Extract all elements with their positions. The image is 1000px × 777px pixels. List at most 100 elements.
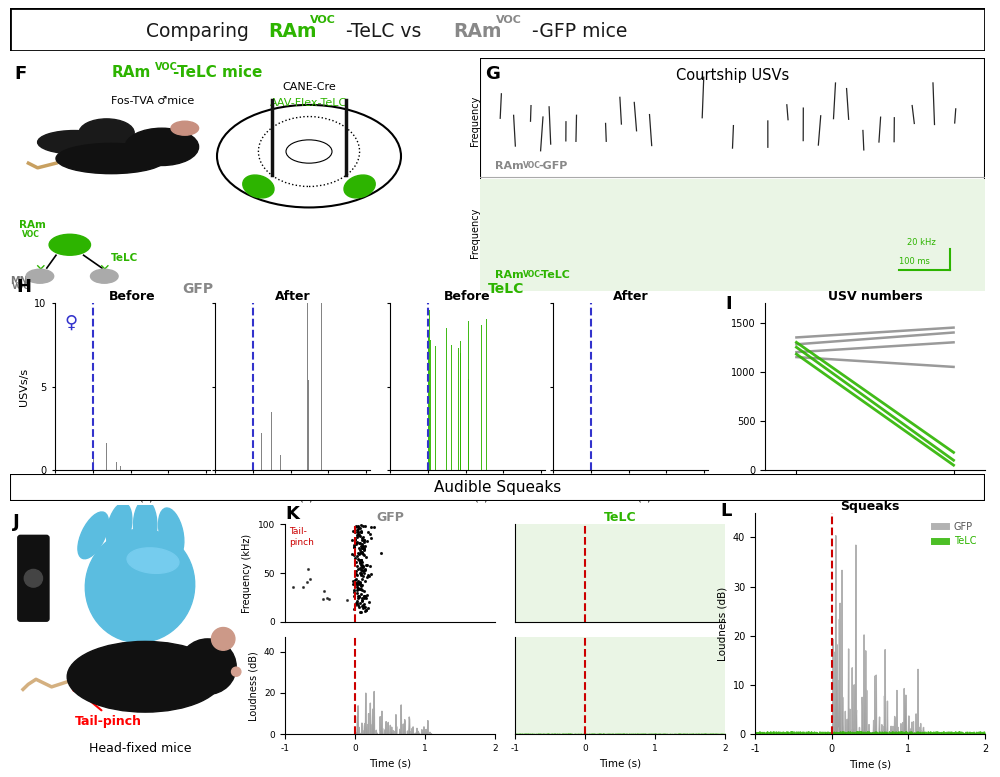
- Point: [361, 570, 377, 582]
- Point: [347, 533, 363, 545]
- Point: [356, 533, 372, 545]
- Point: [352, 577, 368, 590]
- Point: [357, 591, 373, 603]
- Point: [299, 576, 315, 588]
- Point: [350, 552, 366, 565]
- Ellipse shape: [258, 117, 360, 186]
- Point: [354, 531, 370, 544]
- Text: MN: MN: [10, 277, 28, 287]
- Point: [354, 542, 370, 555]
- Point: [349, 529, 365, 542]
- Point: [346, 603, 362, 615]
- Point: [351, 577, 367, 589]
- Point: [352, 557, 368, 570]
- Circle shape: [79, 119, 134, 147]
- Point: [351, 548, 367, 560]
- Point: [354, 563, 370, 576]
- Point: [351, 577, 367, 590]
- Point: [352, 530, 368, 542]
- FancyBboxPatch shape: [10, 474, 985, 501]
- Point: [353, 556, 369, 568]
- Text: VOC: VOC: [155, 62, 178, 71]
- Point: [358, 604, 374, 616]
- Point: [300, 563, 316, 576]
- Point: [351, 528, 367, 541]
- Point: [362, 528, 378, 540]
- Point: [347, 533, 363, 545]
- Point: [353, 553, 369, 566]
- Point: [354, 561, 370, 573]
- Point: [354, 559, 370, 571]
- Point: [351, 529, 367, 542]
- Point: [362, 560, 378, 573]
- Point: [346, 538, 362, 551]
- Point: [349, 587, 365, 599]
- Title: After: After: [613, 290, 648, 303]
- Point: [344, 534, 360, 546]
- Point: [346, 584, 362, 596]
- Text: 20 kHz: 20 kHz: [907, 238, 935, 247]
- Point: [356, 566, 372, 579]
- Point: [357, 574, 373, 587]
- Point: [350, 528, 366, 540]
- Point: [346, 586, 362, 598]
- Point: [363, 521, 379, 534]
- Text: G: G: [485, 65, 500, 83]
- Text: Tail-
pinch: Tail- pinch: [289, 528, 314, 547]
- Circle shape: [286, 140, 332, 163]
- Ellipse shape: [85, 529, 195, 643]
- Point: [354, 556, 370, 568]
- Point: [355, 599, 371, 611]
- Point: [351, 554, 367, 566]
- Text: RAm: RAm: [495, 270, 524, 280]
- Point: [346, 549, 362, 562]
- Text: J: J: [13, 513, 19, 531]
- Text: Frequency: Frequency: [470, 96, 480, 146]
- Text: AAV-Flex-TeLC: AAV-Flex-TeLC: [270, 98, 348, 108]
- X-axis label: Time (s): Time (s): [271, 493, 314, 503]
- Point: [354, 592, 370, 605]
- Point: [356, 563, 372, 576]
- Point: [349, 531, 365, 543]
- Point: [355, 565, 371, 577]
- Point: [348, 577, 364, 589]
- Point: [353, 579, 369, 591]
- Text: Comparing: Comparing: [146, 22, 255, 40]
- Point: [353, 546, 369, 559]
- Point: [315, 593, 331, 605]
- Point: [350, 583, 366, 595]
- Point: [353, 559, 369, 572]
- Point: [347, 526, 363, 538]
- Point: [360, 568, 376, 580]
- Text: VOC: VOC: [12, 282, 30, 291]
- Text: VOC: VOC: [22, 229, 39, 239]
- Point: [355, 520, 371, 532]
- Y-axis label: USVs/s: USVs/s: [19, 368, 29, 406]
- Point: [347, 568, 363, 580]
- Point: [352, 537, 368, 549]
- Point: [353, 526, 369, 538]
- Point: [349, 549, 365, 562]
- Text: VOC: VOC: [523, 270, 541, 279]
- Point: [356, 535, 372, 548]
- Circle shape: [171, 121, 199, 135]
- Point: [359, 559, 375, 572]
- Point: [349, 524, 365, 536]
- Point: [357, 601, 373, 613]
- Point: [351, 591, 367, 603]
- Point: [351, 591, 367, 603]
- Point: [357, 605, 373, 617]
- FancyBboxPatch shape: [480, 179, 985, 291]
- Point: [347, 521, 363, 534]
- Text: CANE-Cre: CANE-Cre: [282, 82, 336, 92]
- Text: RAm: RAm: [111, 65, 151, 80]
- Text: Audible Squeaks: Audible Squeaks: [434, 480, 561, 495]
- Point: [357, 520, 373, 532]
- Point: [345, 524, 361, 537]
- Point: [352, 562, 368, 574]
- Point: [357, 539, 373, 552]
- Point: [355, 531, 371, 543]
- Point: [354, 547, 370, 559]
- Point: [355, 560, 371, 573]
- Point: [346, 541, 362, 553]
